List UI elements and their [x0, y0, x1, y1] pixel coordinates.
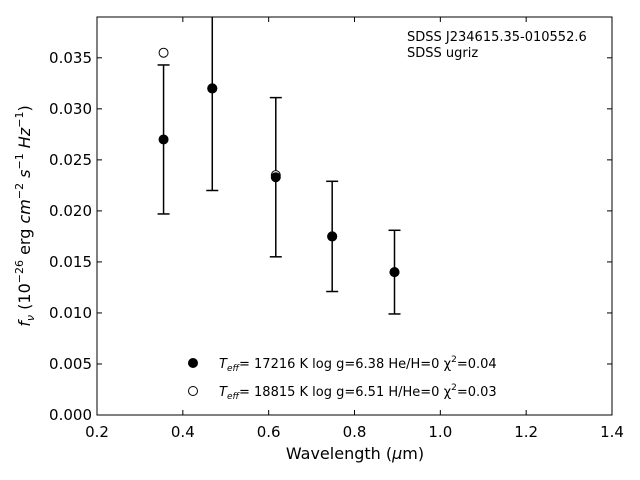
point-filled — [158, 134, 169, 145]
x-tick-label: 0.8 — [343, 423, 367, 441]
data-layer — [157, 17, 401, 315]
y-tick-label: 0.005 — [49, 355, 92, 373]
x-tick-label: 1.2 — [514, 423, 538, 441]
legend-label-filled: Teff= 17216 K log g=6.38 He/H=0 χ2=0.04 — [219, 355, 497, 374]
y-tick-label: 0.015 — [49, 253, 92, 271]
legend: Teff= 17216 K log g=6.38 He/H=0 χ2=0.04 … — [188, 355, 497, 402]
x-tick-label: 1.0 — [428, 423, 452, 441]
y-tick-label: 0.010 — [49, 304, 92, 322]
y-tick-label: 0.000 — [49, 406, 92, 424]
plot-area — [157, 17, 401, 315]
x-axis-ticks: 0.2 0.4 0.6 0.8 1.0 1.2 1.4 — [85, 17, 624, 441]
x-tick-label: 1.4 — [600, 423, 624, 441]
x-tick-label: 0.2 — [85, 423, 109, 441]
y-tick-label: 0.025 — [49, 151, 92, 169]
x-tick-label: 0.4 — [171, 423, 195, 441]
legend-label-open: Teff= 18815 K log g=6.51 H/He=0 χ2=0.03 — [219, 383, 497, 402]
point-filled — [327, 231, 338, 242]
point-filled — [389, 267, 400, 278]
point-open — [158, 47, 169, 58]
y-tick-label: 0.030 — [49, 100, 92, 118]
x-axis-label: Wavelength (μm) — [286, 444, 424, 463]
y-axis-ticks: 0.000 0.005 0.010 0.015 0.020 0.025 0.030 0.035 — [49, 49, 612, 424]
y-tick-label: 0.035 — [49, 49, 92, 67]
legend-marker-open — [188, 386, 198, 396]
x-tick-label: 0.6 — [257, 423, 281, 441]
annotation-filters: SDSS ugriz — [407, 46, 478, 61]
y-axis-label: fν (10−26 erg cm−2 s−1 Hz−1) — [13, 105, 37, 326]
point-filled — [270, 172, 281, 183]
point-filled — [207, 83, 218, 94]
y-tick-label: 0.020 — [49, 202, 92, 220]
annotation-object-name: SDSS J234615.35-010552.6 — [407, 30, 587, 45]
legend-marker-filled — [188, 358, 198, 368]
